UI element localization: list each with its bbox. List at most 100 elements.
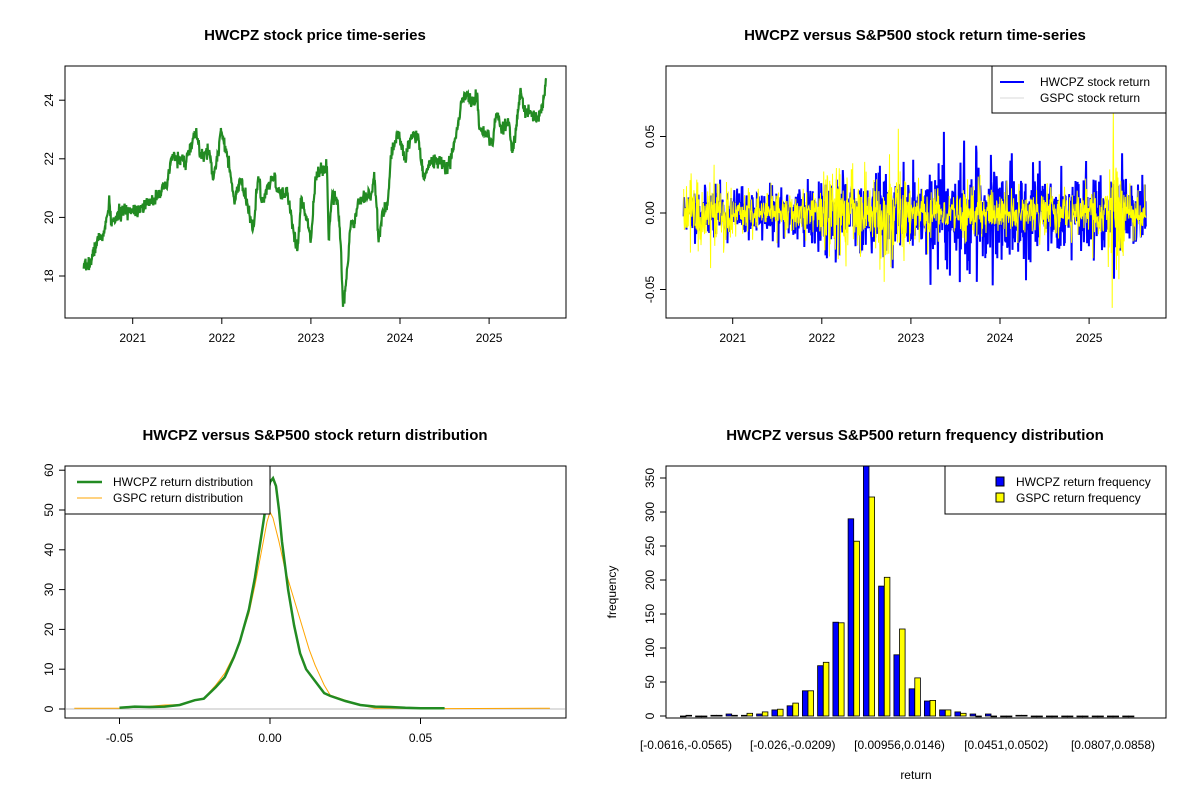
hwcpz-bar	[680, 715, 687, 718]
hwcpz-bar	[817, 665, 824, 717]
legend: HWCPZ return frequency GSPC return freque…	[944, 465, 1167, 515]
hwcpz-bar	[893, 654, 900, 717]
x-axis-label: return	[900, 768, 931, 782]
legend-swatch	[995, 476, 1005, 487]
gspc-bar	[1005, 715, 1013, 718]
gspc-bar	[807, 690, 814, 717]
hwcpz-bar	[1122, 715, 1129, 718]
x-tick-label: 2024	[987, 331, 1014, 345]
gspc-return-line	[683, 111, 1147, 308]
gspc-bar	[990, 715, 997, 718]
x-tick-label: [0.0807,0.0858)	[1071, 738, 1155, 752]
y-tick-label: 40	[42, 543, 56, 557]
x-tick-label: [0.00956,0.0146)	[854, 738, 945, 752]
y-tick-label: 24	[42, 93, 56, 107]
plot-frame	[64, 465, 567, 719]
x-tick-label: 2023	[898, 331, 925, 345]
chart-title: HWCPZ versus S&P500 return frequency dis…	[726, 427, 1104, 444]
gspc-bar	[1082, 715, 1089, 718]
gspc-bar	[731, 714, 738, 717]
y-tick-label: 150	[643, 604, 657, 624]
gspc-bar	[1066, 715, 1074, 718]
hwcpz-bar	[1061, 715, 1068, 718]
y-tick-label: 0	[643, 712, 657, 719]
legend-label: GSPC return distribution	[113, 491, 243, 505]
hwcpz-bar	[695, 715, 702, 718]
return-density-chart: HWCPZ versus S&P500 stock return distrib…	[42, 427, 567, 745]
x-tick-label: [0.0451,0.0502)	[964, 738, 1048, 752]
x-tick-label: 2024	[387, 331, 414, 345]
hwcpz-bar	[1030, 715, 1038, 718]
hwcpz-density-line	[119, 475, 445, 710]
x-tick-label: 2023	[298, 331, 325, 345]
gspc-bar	[868, 496, 875, 717]
x-tick-label: 0.00	[258, 731, 282, 745]
hwcpz-bar	[771, 709, 778, 717]
y-tick-label: 50	[643, 675, 657, 689]
hwcpz-bar	[908, 688, 916, 717]
y-tick-label: 300	[643, 502, 657, 522]
gspc-bar	[761, 711, 769, 717]
hwcpz-bar	[1076, 715, 1083, 718]
x-tick-label: [-0.0616,-0.0565)	[640, 738, 732, 752]
x-tick-label: 2021	[119, 331, 146, 345]
y-tick-label: 0.00	[643, 201, 657, 225]
y-tick-label: 30	[42, 583, 56, 597]
hwcpz-bar	[802, 690, 809, 717]
gspc-bar	[1051, 715, 1058, 718]
gspc-bar	[777, 708, 784, 717]
gspc-bar	[1021, 714, 1028, 717]
legend-box	[944, 465, 1167, 515]
gspc-bar	[822, 661, 830, 717]
legend-label: GSPC return frequency	[1016, 491, 1141, 505]
hwcpz-bar	[985, 713, 992, 717]
hwcpz-bar	[863, 465, 870, 717]
gspc-bar	[853, 540, 860, 717]
hwcpz-bar	[786, 705, 794, 717]
y-tick-label: 200	[643, 570, 657, 590]
legend-box	[64, 465, 271, 515]
chart-title: HWCPZ stock price time-series	[204, 27, 426, 44]
hwcpz-bar	[741, 714, 748, 717]
x-tick-label: 0.05	[409, 731, 433, 745]
gspc-bar	[899, 628, 906, 717]
chart-title: HWCPZ versus S&P500 stock return distrib…	[142, 427, 487, 444]
hwcpz-bar	[1107, 715, 1114, 718]
gspc-bar	[1127, 715, 1135, 718]
hwcpz-bar	[1000, 715, 1007, 718]
gspc-bar	[685, 714, 692, 717]
x-tick-label: 2021	[719, 331, 746, 345]
gspc-bar	[792, 702, 799, 717]
hwcpz-bar	[939, 709, 946, 717]
hwcpz-bar	[1046, 715, 1053, 718]
hwcpz-bar	[1015, 714, 1022, 717]
x-tick-label: -0.05	[106, 731, 134, 745]
gspc-bar	[716, 714, 723, 717]
gspc-bar	[929, 700, 936, 717]
legend-label: HWCPZ stock return	[1040, 75, 1150, 89]
legend-label: HWCPZ return frequency	[1016, 475, 1151, 489]
legend: HWCPZ return distribution GSPC return dis…	[64, 465, 271, 515]
hwcpz-bar	[832, 621, 839, 717]
return-timeseries-chart: HWCPZ versus S&P500 stock return time-se…	[643, 27, 1167, 345]
legend-label: GSPC stock return	[1040, 91, 1140, 105]
y-tick-label: 100	[643, 638, 657, 658]
plot-frame	[665, 465, 1167, 719]
y-tick-label: 350	[643, 468, 657, 488]
x-tick-label: 2025	[476, 331, 503, 345]
gspc-bar	[1112, 715, 1119, 718]
y-tick-label: 250	[643, 536, 657, 556]
hwcpz-bar	[969, 713, 977, 717]
gspc-bar	[1097, 715, 1104, 718]
plot-frame	[665, 65, 1167, 319]
legend-label: HWCPZ return distribution	[113, 475, 253, 489]
x-tick-label: [-0.026,-0.0209)	[750, 738, 835, 752]
x-tick-label: 2025	[1076, 331, 1103, 345]
hwcpz-bar	[756, 713, 763, 717]
gspc-bar	[746, 712, 753, 717]
y-tick-label: 22	[42, 152, 56, 166]
price-chart: HWCPZ stock price time-series 2021 2022 20…	[42, 27, 567, 345]
y-tick-label: 60	[42, 463, 56, 477]
gspc-bar	[883, 576, 891, 717]
